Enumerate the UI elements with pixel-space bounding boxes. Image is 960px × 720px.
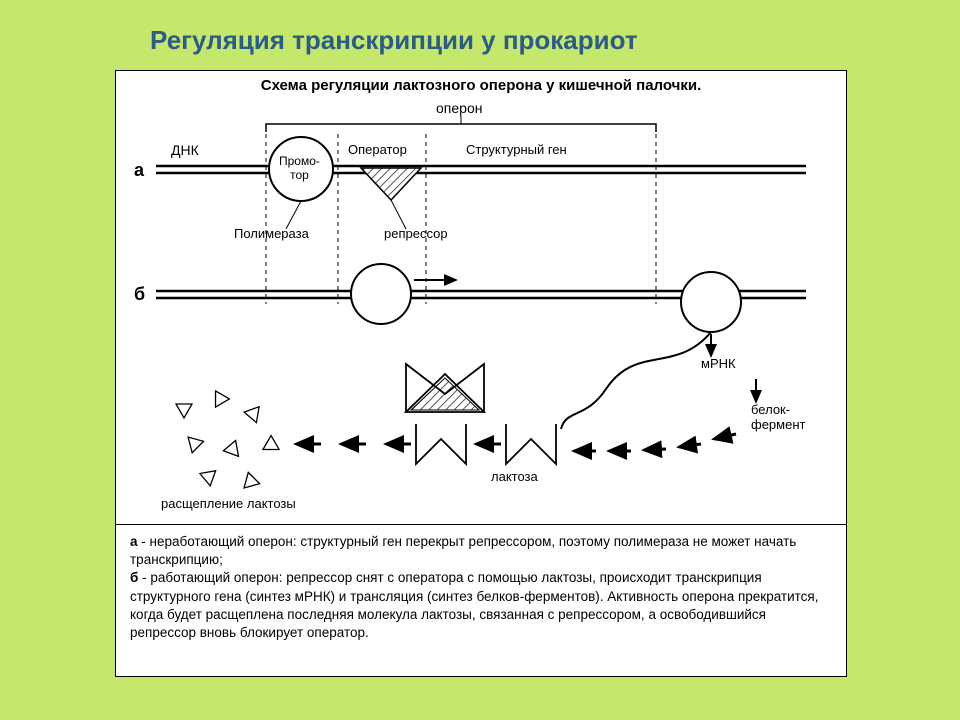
label-repressor: репрессор: [384, 226, 448, 241]
diagram-panel: Схема регуляции лактозного оперона у киш…: [115, 70, 847, 677]
caption-b: б - работающий оперон: репрессор снят с …: [130, 569, 832, 642]
caption-b-text: - работающий оперон: репрессор снят с оп…: [130, 570, 819, 640]
repressor-lactose-complex: [406, 364, 484, 412]
operon-diagram-svg: [116, 94, 846, 524]
label-b: б: [134, 284, 145, 305]
split-lactose-fragments: [176, 391, 279, 494]
panel-subtitle: Схема регуляции лактозного оперона у киш…: [116, 77, 846, 94]
repressor-a: [361, 168, 421, 200]
label-promoter: Промо- тор: [279, 154, 320, 182]
lactose-1: [506, 424, 556, 464]
label-a: а: [134, 160, 144, 181]
label-operator: Оператор: [348, 142, 407, 157]
label-enzyme: белок- фермент: [751, 402, 805, 432]
enzyme-arrows: [574, 434, 736, 451]
caption-a: а - неработающий оперон: структурный ген…: [130, 533, 832, 569]
diagram-area: оперон ДНК а б Промо- тор Оператор Струк…: [116, 94, 846, 525]
caption-block: а - неработающий оперон: структурный ген…: [116, 525, 846, 650]
polymerase-b1: [351, 264, 411, 324]
caption-a-text: - неработающий оперон: структурный ген п…: [130, 534, 796, 567]
label-operon: оперон: [436, 100, 482, 116]
slide-root: Регуляция транскрипции у прокариот Схема…: [0, 0, 960, 720]
label-polymerase: Полимераза: [234, 226, 309, 241]
label-dna: ДНК: [171, 142, 199, 158]
lactose-2: [416, 424, 466, 464]
page-title: Регуляция транскрипции у прокариот: [150, 25, 638, 56]
operon-bracket: [266, 124, 656, 132]
label-lactose: лактоза: [491, 469, 538, 484]
label-split: расщепление лактозы: [161, 496, 296, 511]
polymerase-b2: [681, 272, 741, 332]
caption-a-label: а: [130, 534, 138, 549]
mrna-strand: [561, 332, 711, 429]
label-struct-gene: Структурный ген: [466, 142, 567, 157]
label-mrna: мРНК: [701, 356, 736, 371]
